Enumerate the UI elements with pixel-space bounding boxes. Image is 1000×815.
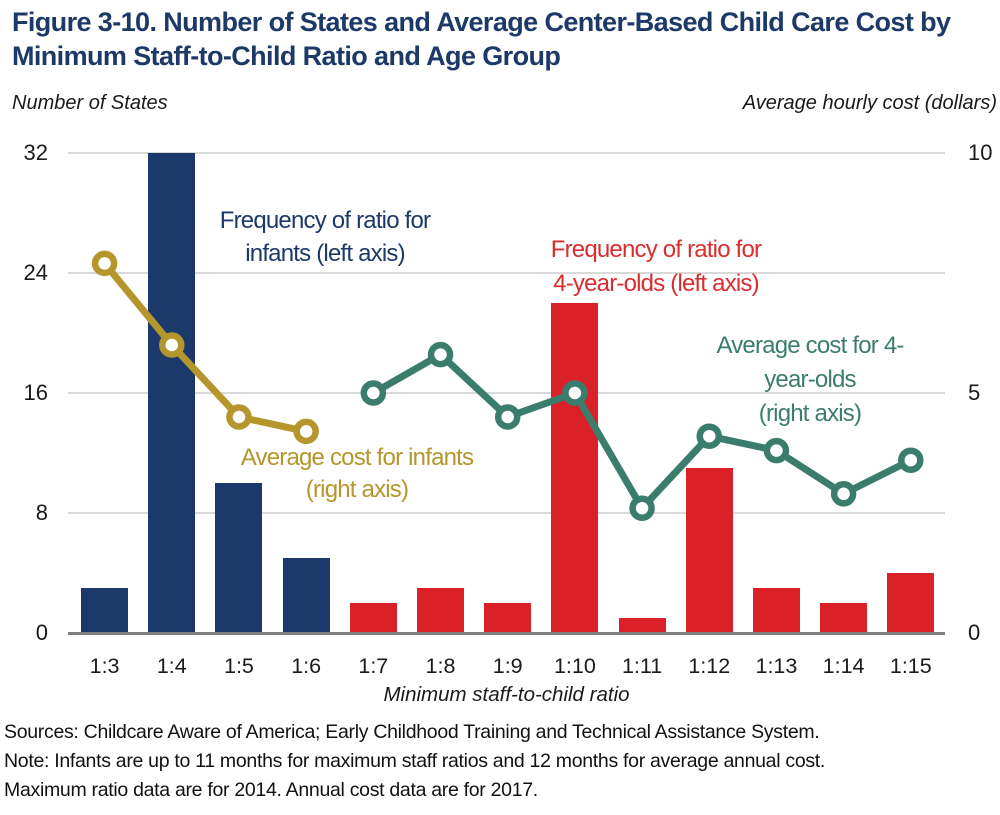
legend-line: year-olds xyxy=(764,366,856,393)
legend-line: Frequency of ratio for xyxy=(219,207,431,234)
legend-infant-frequency: Frequency of ratio for infants (left axi… xyxy=(175,204,475,270)
line-point-1:15 xyxy=(898,447,924,473)
line-point-1:13 xyxy=(763,437,790,464)
x-category-label-1:4: 1:4 xyxy=(156,654,187,678)
legend-line: (right axis) xyxy=(305,476,409,503)
x-category-label-1:8: 1:8 xyxy=(425,654,456,678)
line-point-1:14 xyxy=(830,481,857,507)
bar-1:6 xyxy=(282,558,330,633)
line-point-1:3 xyxy=(91,250,118,277)
bar-1:5 xyxy=(215,483,263,633)
x-category-label-1:6: 1:6 xyxy=(291,654,322,678)
cost-line-0 xyxy=(101,261,307,435)
bar-1:15 xyxy=(887,573,935,633)
right-axis-tick-5: 5 xyxy=(968,380,981,405)
note-line: Note: Infants are up to 11 months for ma… xyxy=(4,750,826,772)
right-axis-title: Average hourly cost (dollars) xyxy=(742,92,997,114)
note-line: Maximum ratio data are for 2014. Annual … xyxy=(4,779,538,801)
y-axis-tick-24: 24 xyxy=(23,260,48,285)
x-category-label-1:10: 1:10 xyxy=(553,654,596,678)
x-axis-title: Minimum staff-to-child ratio xyxy=(383,683,630,706)
line-point-1:8 xyxy=(427,341,454,368)
legend-line: Average cost for 4- xyxy=(716,332,904,359)
x-category-label-1:14: 1:14 xyxy=(822,654,865,678)
figure-title: Figure 3-10. Number of States and Averag… xyxy=(12,7,951,71)
x-category-label-1:13: 1:13 xyxy=(755,654,798,678)
bar-1:3 xyxy=(81,588,129,633)
figure-footer: Sources: Childcare Aware of America; Ear… xyxy=(4,718,999,805)
x-category-label-1:5: 1:5 xyxy=(224,654,254,678)
legend-4yo-frequency: Frequency of ratio for 4-year-olds (left… xyxy=(506,233,806,301)
bar-1:12 xyxy=(685,468,733,633)
y-axis-tick-16: 16 xyxy=(23,380,48,405)
x-axis-line xyxy=(68,631,945,635)
x-category-label-1:7: 1:7 xyxy=(358,654,389,678)
x-category-label-1:3: 1:3 xyxy=(89,654,120,678)
gridline-8 xyxy=(68,512,945,514)
bar-1:8 xyxy=(417,588,464,633)
right-axis-tick-0: 0 xyxy=(968,620,981,645)
x-category-label-1:12: 1:12 xyxy=(688,654,731,678)
legend-4yo-cost: Average cost for 4- year-olds (right axi… xyxy=(660,329,960,431)
line-point-1:9 xyxy=(494,404,521,430)
bar-1:7 xyxy=(349,603,397,633)
x-category-label-1:15: 1:15 xyxy=(889,654,932,678)
sources-note: Sources: Childcare Aware of America; Ear… xyxy=(4,721,820,743)
legend-line: Frequency of ratio for xyxy=(550,236,762,263)
bar-1:14 xyxy=(820,603,868,633)
legend-line: infants (left axis) xyxy=(245,240,405,267)
left-axis-title: Number of States xyxy=(12,92,168,114)
bar-1:13 xyxy=(752,588,800,633)
line-point-1:6 xyxy=(293,418,319,445)
bar-1:10 xyxy=(551,303,599,633)
gridline-32 xyxy=(68,152,945,154)
legend-line: Average cost for infants xyxy=(240,444,474,471)
right-axis-tick-10: 10 xyxy=(968,140,993,165)
line-point-1:5 xyxy=(226,404,252,430)
bar-1:9 xyxy=(484,603,532,633)
bar-1:11 xyxy=(618,618,666,633)
y-axis-tick-0: 0 xyxy=(35,620,48,645)
legend-line: 4-year-olds (left axis) xyxy=(553,270,759,297)
y-axis-tick-8: 8 xyxy=(35,500,48,525)
gridline-24 xyxy=(68,272,945,274)
x-category-label-1:9: 1:9 xyxy=(492,654,523,678)
y-axis-tick-32: 32 xyxy=(23,140,48,165)
x-category-label-1:11: 1:11 xyxy=(621,654,663,678)
legend-line: (right axis) xyxy=(758,400,862,427)
legend-infant-cost: Average cost for infants (right axis) xyxy=(207,442,507,506)
line-point-1:11 xyxy=(629,495,655,521)
